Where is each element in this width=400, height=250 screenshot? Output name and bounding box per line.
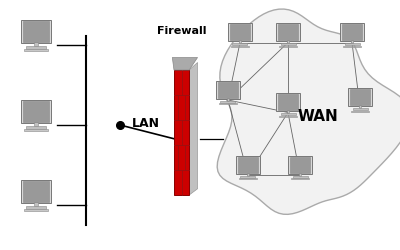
Polygon shape	[172, 58, 198, 70]
Text: LAN: LAN	[132, 117, 160, 130]
FancyBboxPatch shape	[348, 88, 372, 106]
Bar	[26, 206, 46, 209]
Bar	[24, 209, 48, 211]
FancyBboxPatch shape	[278, 24, 298, 40]
FancyBboxPatch shape	[288, 156, 312, 174]
FancyBboxPatch shape	[342, 24, 362, 40]
FancyBboxPatch shape	[290, 156, 310, 173]
FancyBboxPatch shape	[216, 80, 240, 99]
Bar	[232, 43, 248, 45]
Bar	[352, 108, 368, 110]
Bar	[291, 178, 309, 180]
Bar	[219, 103, 237, 104]
Bar	[343, 46, 361, 47]
Bar	[34, 42, 38, 46]
Bar	[286, 110, 290, 113]
FancyBboxPatch shape	[340, 23, 364, 42]
Bar	[226, 98, 230, 101]
Bar	[34, 122, 38, 126]
FancyBboxPatch shape	[230, 24, 250, 40]
Bar	[239, 178, 257, 180]
Bar	[280, 43, 296, 45]
Bar	[246, 173, 250, 176]
FancyBboxPatch shape	[21, 100, 51, 124]
FancyBboxPatch shape	[23, 181, 49, 202]
Polygon shape	[189, 62, 198, 195]
FancyBboxPatch shape	[350, 89, 370, 106]
Bar	[24, 49, 48, 51]
Bar	[344, 43, 360, 45]
Bar	[238, 40, 242, 43]
Polygon shape	[217, 9, 400, 214]
FancyBboxPatch shape	[228, 23, 252, 42]
FancyBboxPatch shape	[276, 23, 300, 42]
Bar	[298, 173, 302, 176]
Bar	[220, 101, 236, 103]
Bar	[279, 116, 297, 117]
Bar	[240, 176, 256, 178]
FancyBboxPatch shape	[23, 101, 49, 122]
Bar	[26, 46, 46, 49]
Bar	[292, 176, 308, 178]
FancyBboxPatch shape	[238, 156, 258, 173]
Bar	[279, 46, 297, 47]
Bar	[350, 40, 354, 43]
FancyBboxPatch shape	[278, 94, 298, 110]
FancyBboxPatch shape	[218, 82, 238, 98]
Bar	[24, 129, 48, 131]
Bar	[26, 126, 46, 129]
FancyBboxPatch shape	[23, 21, 49, 42]
FancyBboxPatch shape	[236, 156, 260, 174]
Text: WAN: WAN	[298, 109, 338, 124]
Bar	[286, 40, 290, 43]
Bar	[34, 202, 38, 206]
Bar	[351, 110, 369, 112]
Text: Firewall: Firewall	[157, 26, 206, 36]
FancyBboxPatch shape	[21, 180, 51, 204]
Bar	[231, 46, 249, 47]
Bar	[280, 113, 296, 115]
FancyBboxPatch shape	[276, 93, 300, 112]
Bar	[174, 70, 189, 195]
FancyBboxPatch shape	[21, 20, 51, 44]
Bar	[359, 106, 362, 108]
